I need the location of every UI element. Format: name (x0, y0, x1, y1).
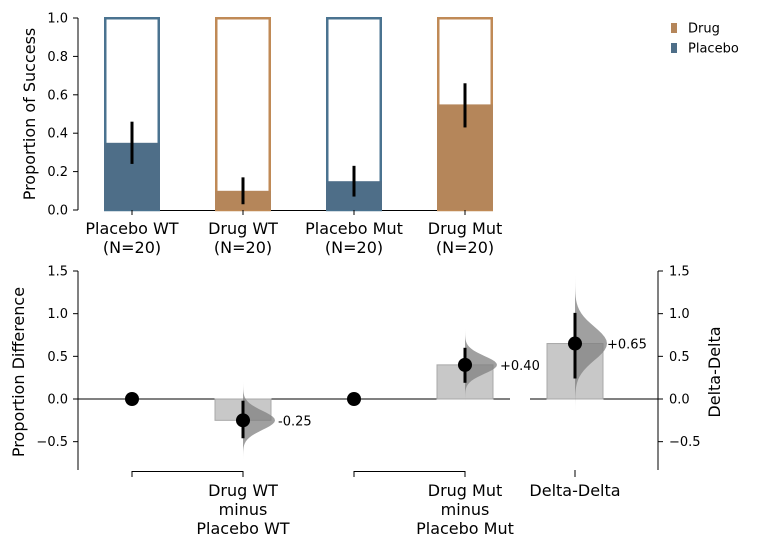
bottom-y-tick-label: 1.5 (47, 265, 68, 280)
top-x-tick-label-line: (N=20) (436, 238, 494, 257)
top-x-tick-label-line: Placebo Mut (305, 219, 403, 238)
bottom-y-axis-label: Proportion Difference (9, 287, 28, 457)
top-x-tick-label-line: Placebo WT (85, 219, 178, 238)
top-y-tick-label: 0.4 (47, 127, 68, 142)
delta-delta-distribution (575, 276, 607, 411)
top-x-tick-label: Placebo Mut (N=20) (305, 219, 403, 257)
top-x-tick-label: Drug Mut (N=20) (428, 219, 503, 257)
diff-label-0: -0.25 (278, 414, 312, 429)
legend-swatch-1 (671, 43, 677, 53)
top-y-axis-label: Proportion of Success (20, 28, 39, 201)
top-y-tick-label: 0.6 (47, 88, 68, 103)
right-y-axis-label: Delta-Delta (705, 326, 724, 417)
legend-label-0: Drug (688, 22, 720, 37)
right-y-tick-label: 0.5 (669, 350, 690, 365)
top-y-tick-label: 1.0 (47, 12, 68, 27)
diff-label-1: +0.40 (500, 359, 540, 374)
delta-delta-value-label: +0.65 (607, 338, 647, 353)
diff-distribution-1 (465, 329, 497, 401)
bottom-y-tick-label: −0.5 (36, 435, 68, 450)
legend-label-1: Placebo (688, 42, 739, 57)
diff-distribution-0 (243, 382, 275, 459)
comparison-label-0-line: minus (219, 500, 268, 519)
comparison-label-1-line: minus (441, 500, 490, 519)
comparison-label-0-line: Drug WT (208, 481, 278, 500)
comparison-label-1: Drug Mut minus Placebo Mut (416, 481, 514, 538)
comparison-bracket-1 (353, 471, 466, 477)
top-x-tick-label-line: Drug Mut (428, 219, 503, 238)
delta-delta-point (568, 336, 582, 351)
top-x-tick-label-line: Drug WT (208, 219, 278, 238)
comparison-label-1-line: Placebo Mut (416, 519, 514, 538)
diff-point-0 (236, 413, 250, 428)
diff-point-1 (458, 357, 472, 372)
comparison-label-0-line: Placebo WT (196, 519, 289, 538)
top-x-tick-label: Drug WT (N=20) (208, 219, 278, 257)
top-x-tick-label: Placebo WT (N=20) (85, 219, 178, 257)
reference-point-1 (347, 392, 361, 406)
bottom-y-tick-label: 0.5 (47, 350, 68, 365)
comparison-bracket-0 (131, 471, 244, 477)
top-y-tick-label: 0.8 (47, 50, 68, 65)
comparison-label-0: Drug WT minus Placebo WT (196, 481, 289, 538)
reference-point-0 (125, 392, 139, 406)
top-y-tick-label: 0.2 (47, 165, 68, 180)
bottom-y-tick-label: 0.0 (47, 393, 68, 408)
top-x-tick-label-line: (N=20) (214, 238, 272, 257)
bottom-y-tick-label: 1.0 (47, 307, 68, 322)
legend-swatch-0 (671, 23, 677, 33)
right-y-tick-label: −0.5 (669, 435, 701, 450)
right-y-tick-label: 1.0 (669, 307, 690, 322)
delta-delta-label: Delta-Delta (529, 481, 620, 500)
comparison-label-1-line: Drug Mut (428, 481, 503, 500)
top-x-tick-label-line: (N=20) (103, 238, 161, 257)
top-x-tick-label-line: (N=20) (325, 238, 383, 257)
right-y-tick-label: 1.5 (669, 265, 690, 280)
top-y-tick-label: 0.0 (47, 204, 68, 219)
right-y-tick-label: 0.0 (669, 393, 690, 408)
